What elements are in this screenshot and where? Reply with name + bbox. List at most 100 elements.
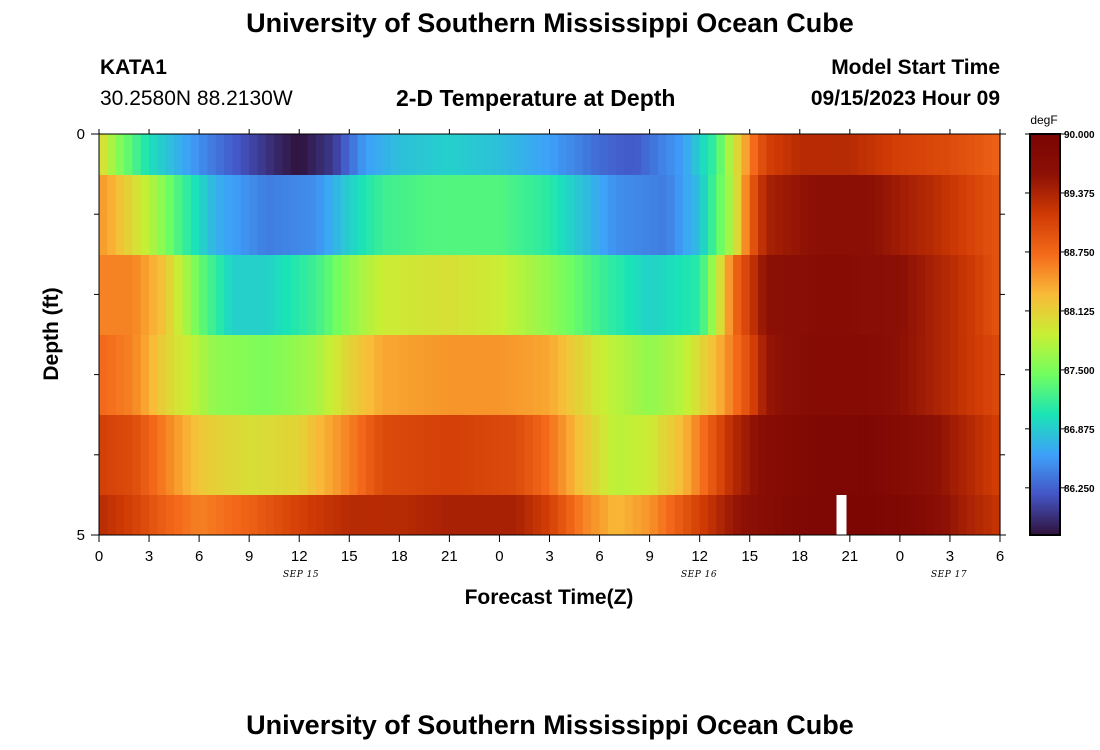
heatmap-cell xyxy=(249,175,259,255)
heatmap-cell xyxy=(908,134,918,175)
heatmap-cell xyxy=(249,134,259,175)
heatmap-cell xyxy=(582,415,592,495)
heatmap-cell xyxy=(766,415,776,495)
heatmap-cell xyxy=(507,335,517,415)
heatmap-cell xyxy=(841,255,851,335)
heatmap-cell xyxy=(240,495,250,535)
heatmap-cell xyxy=(632,255,642,335)
heatmap-cell xyxy=(758,134,767,175)
heatmap-cell xyxy=(891,255,901,335)
heatmap-cell xyxy=(974,134,984,175)
heatmap-cell xyxy=(574,255,584,335)
heatmap-cell xyxy=(282,335,292,415)
heatmap-cell xyxy=(758,495,767,535)
heatmap-cell xyxy=(958,495,968,535)
heatmap-cell xyxy=(607,134,617,175)
heatmap-cell xyxy=(574,335,584,415)
heatmap-cell xyxy=(466,415,476,495)
heatmap-cell xyxy=(958,134,968,175)
heatmap-cell xyxy=(215,255,225,335)
heatmap-cell xyxy=(315,335,325,415)
heatmap-cells xyxy=(99,134,1001,535)
heatmap-cell xyxy=(115,134,125,175)
colorbar-tick-label: 90.000 xyxy=(1064,130,1095,141)
heatmap-cell xyxy=(257,175,267,255)
heatmap-cell xyxy=(616,255,626,335)
heatmap-cell xyxy=(290,415,300,495)
heatmap-cell xyxy=(891,495,901,535)
heatmap-cell xyxy=(416,415,425,495)
heatmap-cell xyxy=(824,255,834,335)
heatmap-cell xyxy=(466,335,476,415)
heatmap-cell xyxy=(357,335,367,415)
heatmap-cell xyxy=(591,255,601,335)
heatmap-cell xyxy=(624,134,634,175)
heatmap-cell xyxy=(541,134,551,175)
heatmap-cell xyxy=(240,415,250,495)
x-tick-label: 6 xyxy=(195,548,203,565)
heatmap-cell xyxy=(799,335,809,415)
heatmap-cell xyxy=(474,175,484,255)
heatmap-cell xyxy=(774,335,784,415)
heatmap-cell xyxy=(774,134,784,175)
heatmap-cell xyxy=(315,255,325,335)
x-tick-label: 21 xyxy=(841,548,858,565)
heatmap-cell xyxy=(616,335,626,415)
heatmap-cell xyxy=(632,415,642,495)
heatmap-cell xyxy=(416,335,425,415)
heatmap-cell xyxy=(783,495,793,535)
heatmap-cell xyxy=(249,415,259,495)
heatmap-cell xyxy=(808,495,818,535)
heatmap-cell xyxy=(307,175,317,255)
heatmap-cell xyxy=(99,495,108,535)
heatmap-cell xyxy=(691,134,701,175)
heatmap-cell xyxy=(190,495,200,535)
heatmap-cell xyxy=(165,134,175,175)
heatmap-cell xyxy=(924,335,934,415)
heatmap-cell xyxy=(257,415,267,495)
date-label-sep16: SEP 16 xyxy=(681,570,718,580)
heatmap-cell xyxy=(174,495,184,535)
heatmap-cell xyxy=(641,175,651,255)
heatmap-cell xyxy=(766,255,776,335)
heatmap-cell xyxy=(666,415,676,495)
heatmap-cell xyxy=(365,335,375,415)
heatmap-cell xyxy=(274,175,284,255)
heatmap-cell xyxy=(883,415,893,495)
heatmap-cell xyxy=(799,134,809,175)
heatmap-cell xyxy=(149,495,158,535)
heatmap-cell xyxy=(307,335,317,415)
x-tick-label: 18 xyxy=(791,548,808,565)
heatmap-cell xyxy=(833,134,843,175)
heatmap-cell xyxy=(766,134,776,175)
heatmap-cell xyxy=(657,255,667,335)
heatmap-cell xyxy=(949,134,959,175)
model-start-label: Model Start Time xyxy=(831,56,1000,79)
heatmap-cell xyxy=(974,175,984,255)
heatmap-cell xyxy=(824,134,834,175)
heatmap-cell xyxy=(824,495,834,535)
heatmap-cell xyxy=(182,255,192,335)
x-tick-label: 21 xyxy=(441,548,458,565)
heatmap-cell xyxy=(733,255,742,335)
heatmap-cell xyxy=(482,415,492,495)
heatmap-cell xyxy=(816,255,826,335)
heatmap-cell xyxy=(441,335,450,415)
heatmap-cell xyxy=(816,495,826,535)
heatmap-cell xyxy=(190,255,200,335)
heatmap-cell xyxy=(324,495,334,535)
heatmap-cell xyxy=(390,415,400,495)
heatmap-cell xyxy=(741,335,751,415)
colorbar-tick-label: 86.875 xyxy=(1064,425,1095,436)
heatmap-cell xyxy=(299,335,309,415)
heatmap-cell xyxy=(165,495,175,535)
heatmap-cell xyxy=(207,134,217,175)
heatmap-cell xyxy=(482,134,492,175)
heatmap-cell xyxy=(541,255,551,335)
heatmap-cell xyxy=(524,134,534,175)
heatmap-cell xyxy=(157,134,167,175)
heatmap-cell xyxy=(783,134,793,175)
heatmap-cell xyxy=(632,134,642,175)
heatmap-cell xyxy=(474,415,484,495)
heatmap-cell xyxy=(666,335,676,415)
